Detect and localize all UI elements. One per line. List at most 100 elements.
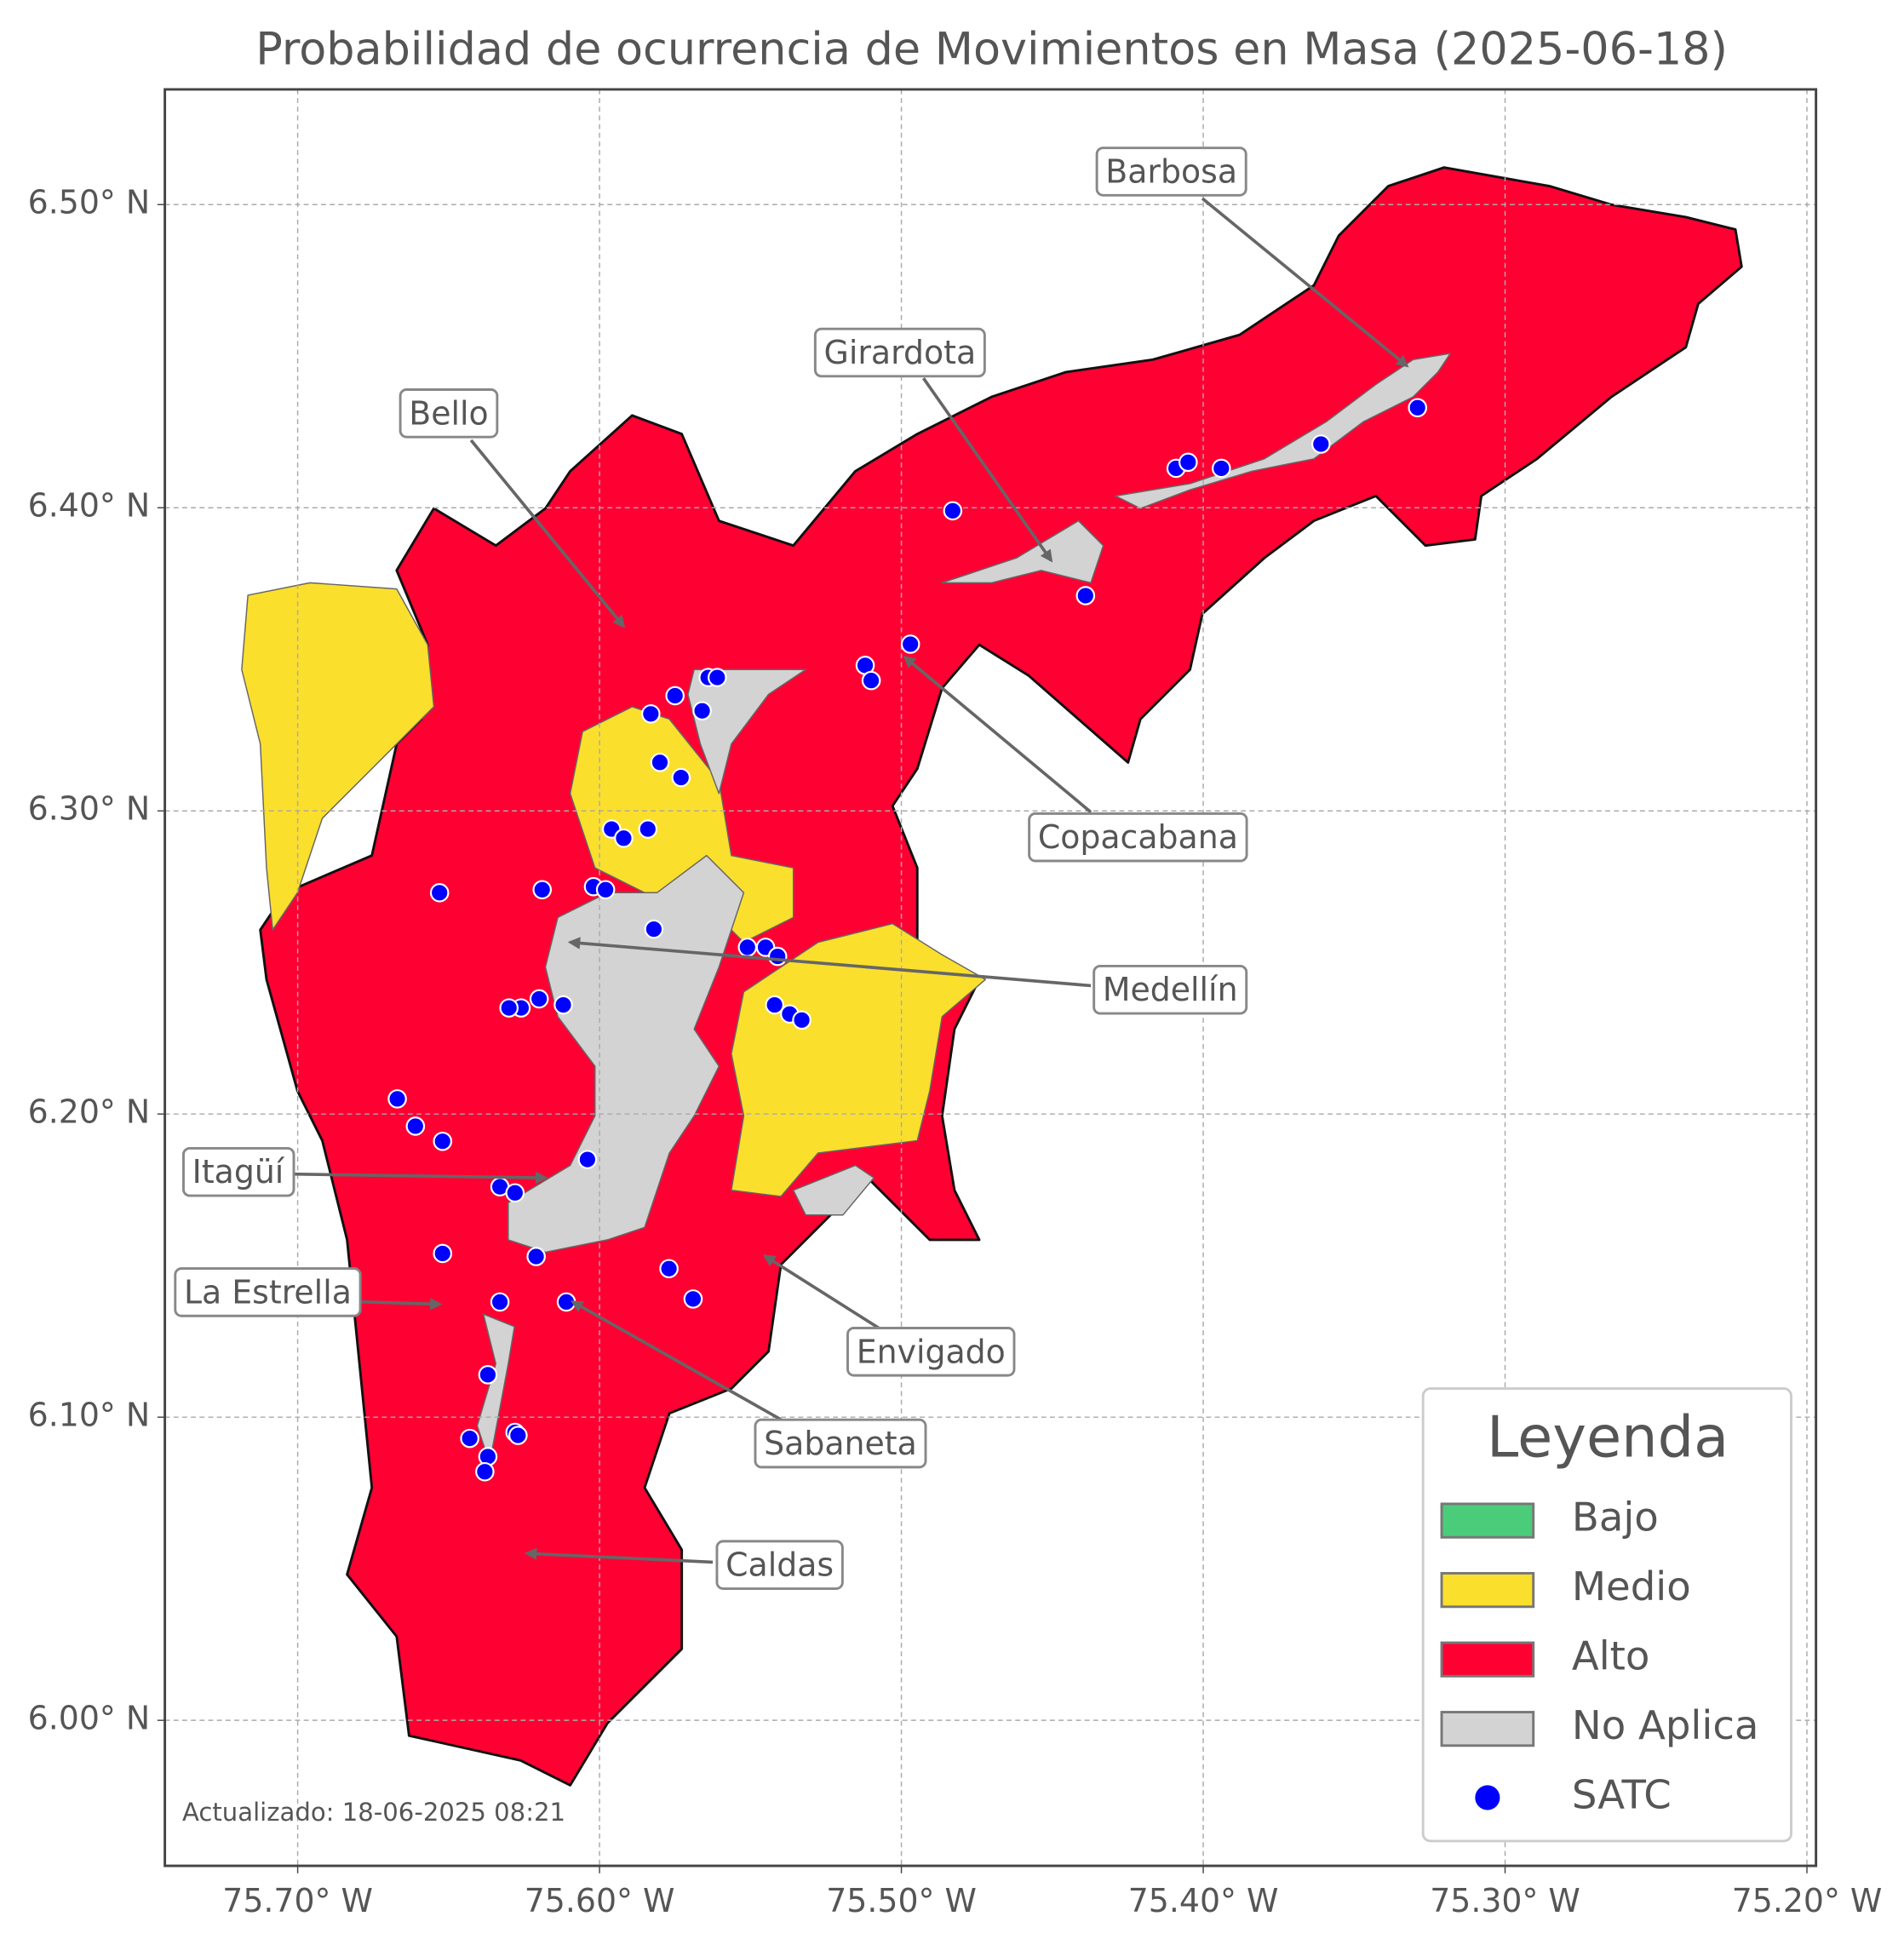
annotation-label: Sabaneta [764, 1425, 917, 1462]
satc-point [900, 634, 920, 654]
annotation-arrow [762, 1254, 887, 1334]
satc-point [478, 1365, 498, 1385]
satc-point [644, 919, 664, 939]
region [792, 1164, 875, 1216]
annotation-arrow [571, 1300, 783, 1421]
annotation-box [754, 1418, 927, 1469]
legend-label: Bajo [1572, 1494, 1659, 1540]
satc-point [433, 1131, 453, 1151]
satc-point [556, 1292, 576, 1312]
satc-point [861, 670, 881, 691]
annotation-box [1093, 964, 1248, 1015]
satc-point [665, 686, 685, 706]
satc-point [765, 995, 784, 1015]
annotation-box [174, 1267, 362, 1317]
satc-point [499, 998, 519, 1018]
timestamp: Actualizado: 18-06-2025 08:21 [182, 1798, 565, 1827]
satc-point [792, 1010, 811, 1030]
legend-patch [1440, 1572, 1535, 1609]
region [941, 519, 1104, 584]
legend-label: SATC [1572, 1771, 1672, 1817]
satc-point [650, 752, 670, 772]
annotation-label: Itagüí [192, 1153, 285, 1191]
satc-point [767, 946, 788, 967]
legend-patch [1440, 1502, 1535, 1539]
satc-point [553, 995, 573, 1015]
legend-label: Medio [1572, 1563, 1691, 1609]
y-tick-label: 6.00° N [28, 1700, 150, 1737]
satc-point [1212, 458, 1231, 479]
satc-point [1179, 452, 1198, 473]
satc-point [460, 1428, 479, 1449]
annotation-arrow [1201, 197, 1409, 368]
satc-point [508, 1426, 528, 1445]
x-tick-label: 75.60° W [525, 1882, 675, 1919]
annotation-label: Barbosa [1105, 152, 1237, 190]
region [687, 668, 806, 795]
satc-point [1075, 586, 1096, 605]
region [731, 922, 987, 1197]
annotation-label: Caldas [725, 1546, 834, 1584]
satc-point [577, 1150, 598, 1169]
x-tick-label: 75.20° W [1732, 1882, 1883, 1919]
annotation-box [846, 1327, 1016, 1377]
satc-point [505, 1183, 525, 1203]
legend-label: No Aplica [1572, 1702, 1759, 1748]
annotation-label: La Estrella [184, 1273, 352, 1311]
annotation-box [813, 327, 986, 378]
x-tick-label: 75.30° W [1430, 1882, 1580, 1919]
region [259, 166, 1743, 1787]
satc-point [475, 1461, 495, 1482]
satc-point [387, 1089, 407, 1109]
y-tick-label: 6.10° N [28, 1397, 150, 1434]
region [1115, 353, 1451, 509]
satc-point [595, 880, 616, 900]
satc-point [526, 1247, 546, 1266]
annotation-arrow [469, 439, 626, 628]
annotation-box [1028, 812, 1248, 863]
legend-title: Leyenda [1487, 1403, 1729, 1470]
axes-frame [163, 88, 1818, 1868]
satc-point [737, 938, 758, 957]
satc-point [671, 767, 691, 788]
satc-point [1311, 434, 1331, 454]
satc-point [659, 1259, 679, 1279]
annotation-label: Copacabana [1038, 818, 1238, 856]
y-tick-label: 6.20° N [28, 1093, 150, 1131]
satc-point [683, 1289, 703, 1309]
annotation-box [715, 1540, 844, 1590]
x-tick-label: 75.50° W [826, 1882, 977, 1919]
annotation-arrow [922, 377, 1053, 563]
annotation-label: Girardota [824, 334, 977, 371]
satc-point [529, 989, 549, 1009]
x-tick-label: 75.40° W [1128, 1882, 1279, 1919]
y-tick-label: 6.40° N [28, 487, 150, 525]
region [508, 854, 745, 1254]
satc-point [433, 1243, 453, 1264]
annotation-arrow [359, 1297, 443, 1311]
annotation-arrow [903, 655, 1093, 814]
satc-point [638, 819, 658, 839]
satc-point [532, 880, 552, 900]
annotation-arrow [291, 1171, 548, 1185]
satc-point [1408, 398, 1428, 418]
satc-point [429, 883, 450, 903]
satc-point [614, 828, 634, 848]
annotation-box [399, 388, 499, 439]
satc-point [943, 501, 963, 521]
annotation-arrow [567, 937, 1092, 988]
satc-point [641, 704, 661, 724]
y-tick-label: 6.30° N [28, 790, 150, 828]
legend-marker [1475, 1785, 1500, 1810]
title: Probabilidad de ocurrencia de Movimiento… [255, 23, 1728, 75]
y-tick-label: 6.50° N [28, 184, 150, 221]
annotation-box [1095, 146, 1247, 197]
region [569, 706, 794, 944]
annotation-label: Bello [409, 394, 488, 432]
annotation-box [182, 1146, 295, 1197]
annotation-label: Envigado [857, 1333, 1006, 1370]
satc-point [490, 1292, 510, 1312]
annotation-label: Medellín [1103, 971, 1238, 1008]
